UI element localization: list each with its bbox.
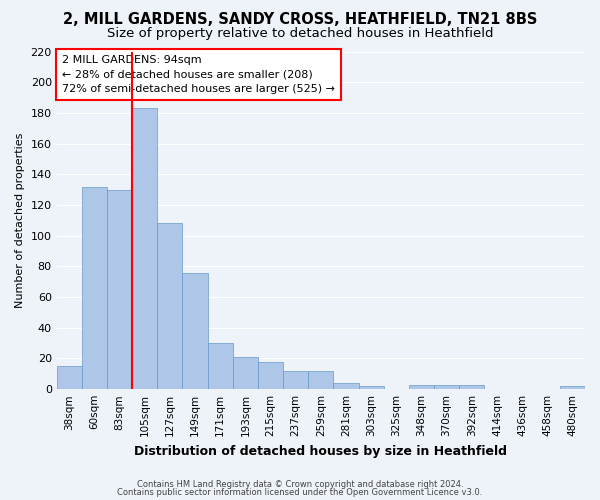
Bar [560, 386, 585, 389]
Bar [334, 383, 359, 389]
Bar [157, 224, 182, 389]
Y-axis label: Number of detached properties: Number of detached properties [15, 132, 25, 308]
Bar [56, 366, 82, 389]
Bar [359, 386, 384, 389]
Text: 2, MILL GARDENS, SANDY CROSS, HEATHFIELD, TN21 8BS: 2, MILL GARDENS, SANDY CROSS, HEATHFIELD… [63, 12, 537, 28]
Bar [283, 371, 308, 389]
Bar [132, 108, 157, 389]
Bar [258, 362, 283, 389]
Bar [459, 384, 484, 389]
Bar [182, 272, 208, 389]
Text: Size of property relative to detached houses in Heathfield: Size of property relative to detached ho… [107, 28, 493, 40]
Bar [308, 371, 334, 389]
Bar [208, 343, 233, 389]
Text: Contains HM Land Registry data © Crown copyright and database right 2024.: Contains HM Land Registry data © Crown c… [137, 480, 463, 489]
Bar [233, 357, 258, 389]
Text: 2 MILL GARDENS: 94sqm
← 28% of detached houses are smaller (208)
72% of semi-det: 2 MILL GARDENS: 94sqm ← 28% of detached … [62, 55, 335, 94]
X-axis label: Distribution of detached houses by size in Heathfield: Distribution of detached houses by size … [134, 444, 508, 458]
Bar [82, 186, 107, 389]
Bar [107, 190, 132, 389]
Text: Contains public sector information licensed under the Open Government Licence v3: Contains public sector information licen… [118, 488, 482, 497]
Bar [434, 384, 459, 389]
Bar [409, 384, 434, 389]
